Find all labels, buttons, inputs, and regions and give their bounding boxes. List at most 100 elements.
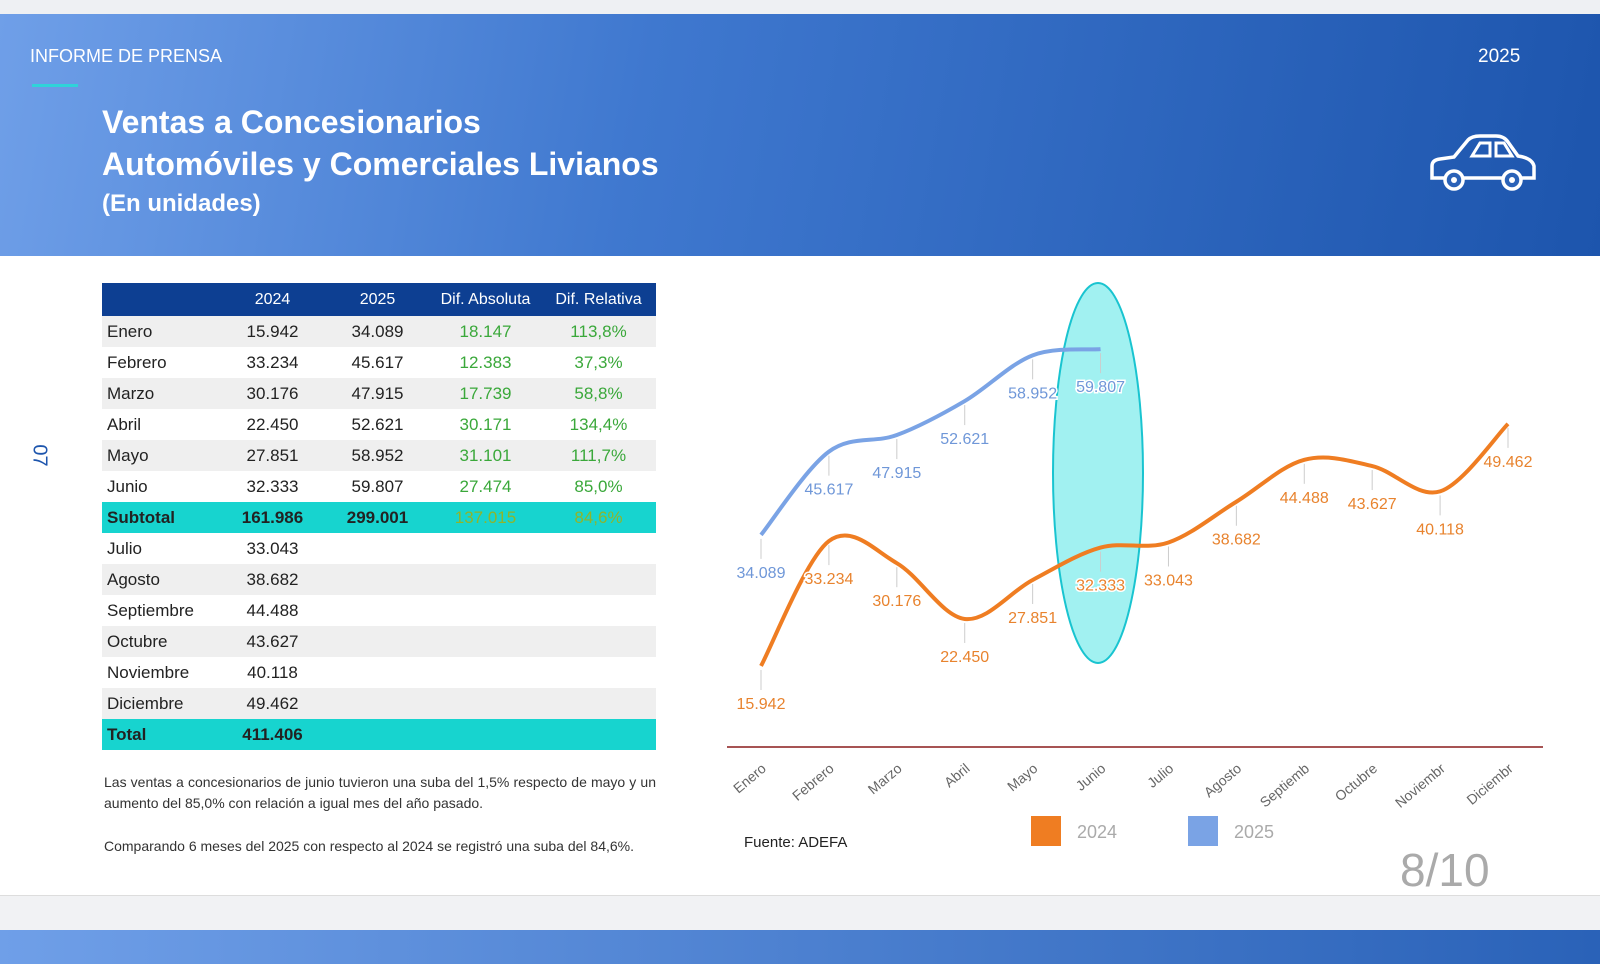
x-tick-label: Mayo bbox=[1004, 760, 1041, 794]
cell: 52.621 bbox=[351, 414, 404, 434]
x-tick-label: Noviembr bbox=[1392, 760, 1448, 811]
cell: 85,0% bbox=[574, 476, 623, 496]
subtitle: (En unidades) bbox=[102, 190, 261, 217]
cell: Febrero bbox=[107, 352, 167, 372]
table-row: Agosto 38.682 bbox=[102, 564, 656, 595]
cell: 161.986 bbox=[241, 507, 304, 527]
cell: Diciembre bbox=[107, 693, 184, 713]
data-label: 38.682 bbox=[1212, 532, 1261, 549]
cell: Noviembre bbox=[107, 662, 190, 682]
cell: 49.462 bbox=[246, 693, 299, 713]
data-label: 44.488 bbox=[1280, 490, 1329, 507]
data-label: 59.807 bbox=[1076, 379, 1125, 396]
table-row: Septiembre 44.488 bbox=[102, 595, 656, 626]
cell: 22.450 bbox=[246, 414, 299, 434]
cell: 34.089 bbox=[351, 321, 404, 341]
title-line: Automóviles y Comerciales Livianos bbox=[102, 146, 659, 182]
paragraph: Las ventas a concesionarios de junio tuv… bbox=[104, 774, 656, 811]
cell: 12.383 bbox=[459, 352, 512, 372]
table-row: Mayo 27.851 58.952 31.101 111,7% bbox=[102, 440, 656, 471]
cell: Enero bbox=[107, 321, 153, 341]
sales-table: 2024 2025 Dif. Absoluta Dif. Relativa Enero… bbox=[102, 283, 656, 750]
car-icon bbox=[1430, 134, 1536, 191]
source: Fuente: ADEFA bbox=[744, 834, 847, 851]
cell: 38.682 bbox=[246, 569, 299, 589]
cell: 31.101 bbox=[459, 445, 512, 465]
header-year: 2025 bbox=[1478, 46, 1521, 67]
x-tick-label: Junio bbox=[1073, 760, 1109, 794]
data-label: 43.627 bbox=[1348, 496, 1397, 513]
top-bar bbox=[0, 0, 1600, 14]
legend-label: 2024 bbox=[1077, 822, 1117, 842]
title-line: Ventas a Concesionarios bbox=[102, 104, 481, 140]
table-row: Marzo 30.176 47.915 17.739 58,8% bbox=[102, 378, 656, 409]
cell: 27.851 bbox=[246, 445, 299, 465]
cell: 40.118 bbox=[247, 662, 298, 682]
cell: 58.952 bbox=[351, 445, 404, 465]
data-label: 40.118 bbox=[1416, 521, 1464, 538]
header-cell: 2024 bbox=[220, 283, 325, 316]
cell: 45.617 bbox=[351, 352, 404, 372]
cell: 33.234 bbox=[246, 352, 299, 372]
header-cell: Dif. Absoluta bbox=[430, 283, 541, 316]
legend-swatch bbox=[1031, 816, 1061, 846]
table-row: Noviembre 40.118 bbox=[102, 657, 656, 688]
cell: Marzo bbox=[107, 383, 155, 403]
cell: Mayo bbox=[107, 445, 149, 465]
data-label: 52.621 bbox=[940, 431, 989, 448]
cell: Agosto bbox=[107, 569, 160, 589]
cell: 411.406 bbox=[242, 724, 303, 744]
cell: 111,7% bbox=[570, 445, 627, 465]
data-label: 15.942 bbox=[737, 696, 786, 713]
cell: 32.333 bbox=[246, 476, 299, 496]
paragraph: Comparando 6 meses del 2025 con respecto… bbox=[104, 838, 635, 854]
footer-band bbox=[0, 895, 1600, 931]
x-tick-label: Abril bbox=[941, 760, 973, 790]
table-row: Junio 32.333 59.807 27.474 85,0% bbox=[102, 471, 656, 502]
header bbox=[0, 14, 1600, 256]
cell: 33.043 bbox=[246, 538, 299, 558]
data-label: 45.617 bbox=[804, 482, 853, 499]
cell: 113,8% bbox=[570, 321, 627, 341]
cell: 59.807 bbox=[351, 476, 404, 496]
cell: 17.739 bbox=[459, 383, 512, 403]
series-line bbox=[759, 422, 1510, 667]
cell: 137.015 bbox=[454, 507, 517, 527]
accent bbox=[32, 84, 78, 87]
table-row: Febrero 33.234 45.617 12.383 37,3% bbox=[102, 347, 656, 378]
data-label: 33.043 bbox=[1144, 572, 1193, 589]
footer-bar bbox=[0, 930, 1600, 964]
x-tick-label: Febrero bbox=[789, 760, 837, 804]
x-tick-label: Agosto bbox=[1201, 760, 1245, 800]
x-tick-label: Octubre bbox=[1332, 760, 1381, 804]
header-row: 2024 2025 Dif. Absoluta Dif. Relativa bbox=[102, 283, 656, 316]
x-tick-label: Diciembr bbox=[1463, 760, 1516, 808]
cell: 43.627 bbox=[246, 631, 299, 651]
page-number: 8/10 bbox=[1400, 844, 1490, 896]
table-row: Enero 15.942 34.089 18.147 113,8% bbox=[102, 316, 656, 347]
cell: Septiembre bbox=[107, 600, 194, 620]
table-row: Abril 22.450 52.621 30.171 134,4% bbox=[102, 409, 656, 440]
data-label: 32.333 bbox=[1076, 578, 1125, 595]
data-label: 49.462 bbox=[1484, 454, 1533, 471]
cell: Octubre bbox=[107, 631, 168, 651]
table-row: Diciembre 49.462 bbox=[102, 688, 656, 719]
data-label: 47.915 bbox=[872, 465, 921, 482]
cell: 37,3% bbox=[574, 352, 623, 372]
table-row: Julio 33.043 bbox=[102, 533, 656, 564]
cell: 30.176 bbox=[246, 383, 299, 403]
table-row: Octubre 43.627 bbox=[102, 626, 656, 657]
header-cell: Dif. Relativa bbox=[541, 283, 656, 316]
data-label: 33.234 bbox=[804, 571, 853, 588]
cell: 84,6% bbox=[574, 507, 623, 527]
x-tick-label: Enero bbox=[730, 760, 769, 796]
cell: 44.488 bbox=[246, 600, 299, 620]
cell: 47.915 bbox=[351, 383, 404, 403]
cell: Abril bbox=[107, 414, 142, 434]
data-label: 22.450 bbox=[940, 649, 989, 666]
x-tick-label: Julio bbox=[1144, 760, 1177, 791]
cell: 134,4% bbox=[569, 414, 628, 434]
header-label: INFORME DE PRENSA bbox=[30, 46, 223, 66]
